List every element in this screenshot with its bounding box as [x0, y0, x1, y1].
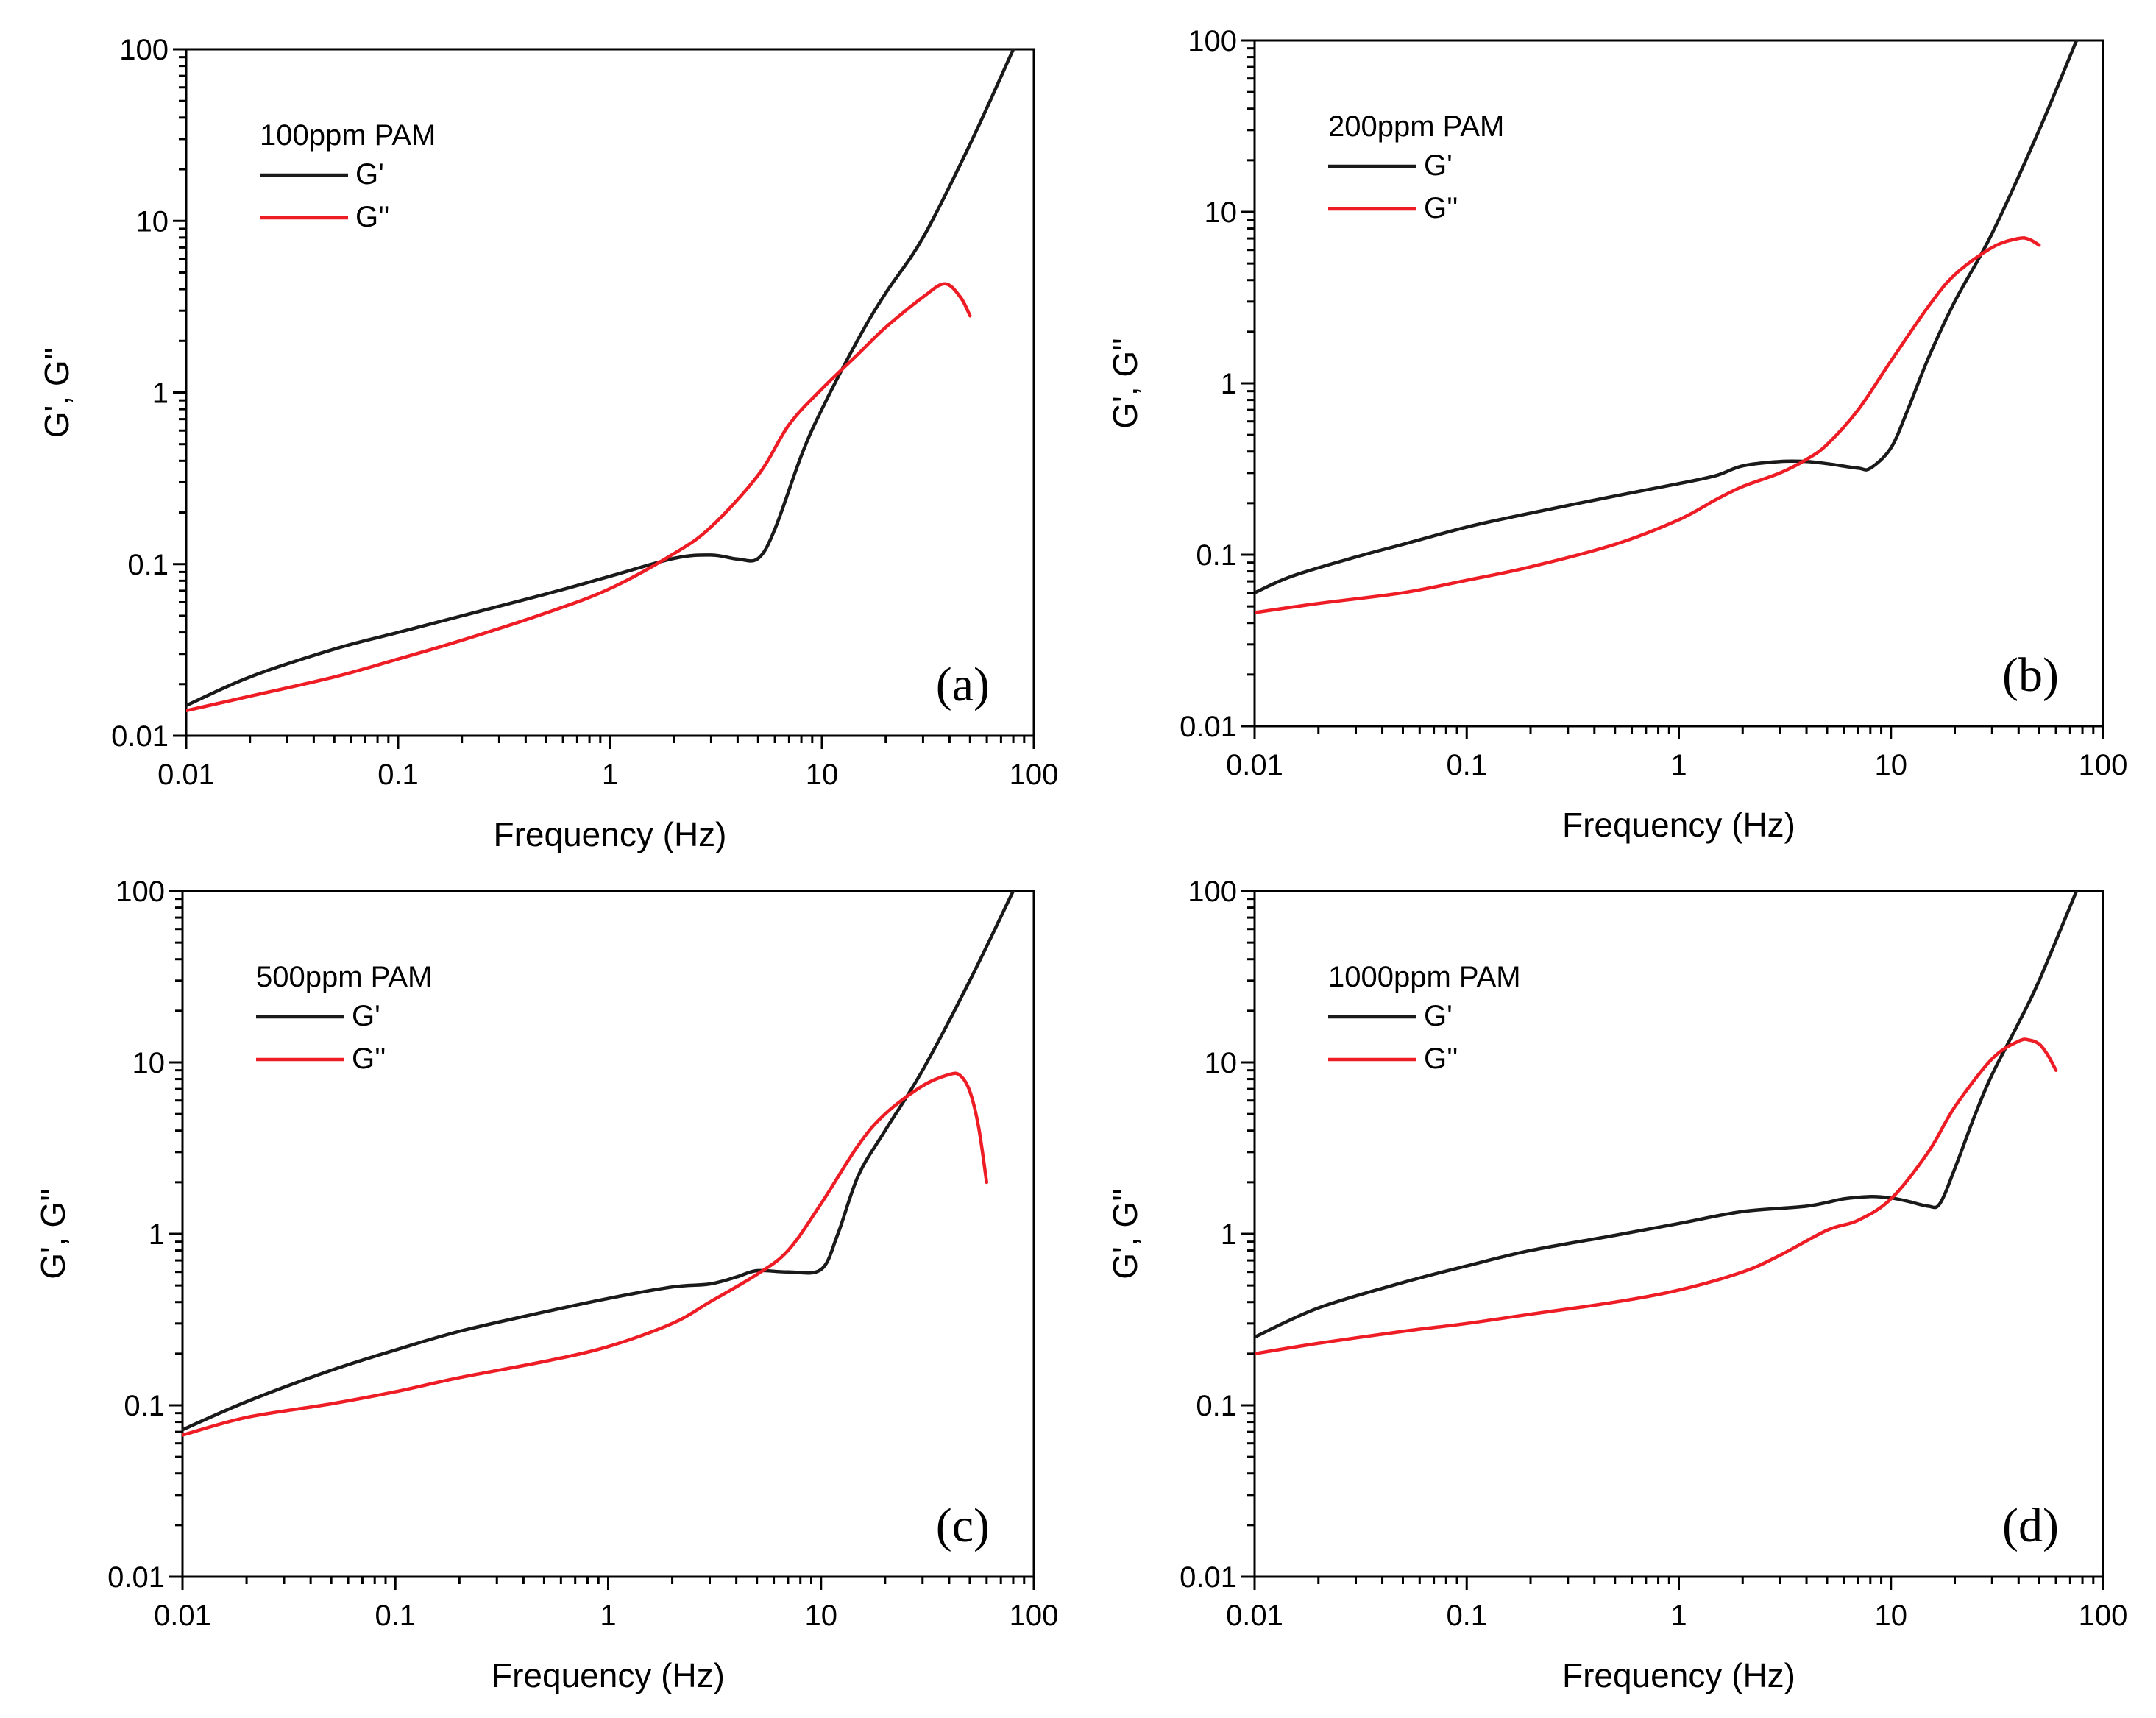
- x-axis-title: Frequency (Hz): [1562, 806, 1795, 844]
- y-tick-label: 0.01: [1180, 1561, 1237, 1594]
- y-tick-label: 10: [132, 1047, 166, 1079]
- x-tick-label: 100: [1010, 759, 1059, 791]
- x-tick-label: 10: [1875, 1600, 1908, 1632]
- legend-title: 200ppm PAM: [1328, 110, 1504, 143]
- x-tick-label: 10: [805, 1600, 838, 1632]
- chart-panel-4: 0.01 0.1 1 10 100 0.01 0.1 1 10 100 Frequency (Hz)…: [1106, 876, 2127, 1694]
- x-tick-label: 100: [2079, 1600, 2128, 1632]
- legend-label: G'': [352, 1043, 386, 1075]
- y-tick-label: 0.1: [1196, 1390, 1237, 1422]
- y-tick-label: 0.1: [1196, 539, 1237, 572]
- x-axis-title: Frequency (Hz): [1562, 1656, 1795, 1694]
- plot-frame: [185, 48, 1035, 737]
- plot-frame: [181, 890, 1035, 1578]
- x-tick-label: 100: [1010, 1600, 1059, 1632]
- x-tick-label: 0.1: [1446, 1600, 1487, 1632]
- x-tick-label: 0.1: [1446, 749, 1487, 781]
- legend-title: 100ppm PAM: [260, 119, 436, 152]
- y-tick-label: 100: [1188, 876, 1237, 908]
- series-g-prime-line: [182, 891, 1015, 1432]
- legend-label: G': [1424, 1000, 1453, 1032]
- chart-panel-3: 0.01 0.1 1 10 100 0.01 0.1 1 10 100 Frequency (Hz)…: [34, 876, 1058, 1694]
- x-tick-label: 0.01: [154, 1600, 211, 1632]
- x-axis-title: Frequency (Hz): [492, 1656, 725, 1694]
- legend-label: G'': [1424, 1043, 1458, 1075]
- y-tick-label: 100: [116, 876, 165, 908]
- x-tick-label: 10: [1875, 749, 1908, 781]
- series-g-prime-line: [186, 49, 1015, 708]
- y-axis-title: G', G'': [1106, 1188, 1144, 1279]
- panel-label: (c): [936, 1499, 990, 1552]
- x-tick-label: 0.1: [375, 1600, 416, 1632]
- x-tick-label: 10: [806, 759, 839, 791]
- x-tick-label: 100: [2079, 749, 2128, 781]
- legend-label: G': [352, 1000, 380, 1032]
- series-g-double-prime-line: [182, 1071, 989, 1437]
- y-tick-label: 10: [136, 205, 169, 238]
- x-tick-label: 1: [1670, 1600, 1687, 1632]
- x-tick-label: 0.01: [1226, 1600, 1283, 1632]
- x-tick-label: 1: [600, 1600, 616, 1632]
- x-tick-label: 0.01: [1226, 749, 1283, 781]
- legend-title: 1000ppm PAM: [1328, 961, 1521, 993]
- panel-label: (b): [2002, 648, 2059, 702]
- y-tick-label: 0.01: [111, 720, 169, 753]
- y-tick-label: 1: [152, 377, 169, 410]
- legend-label: G': [1424, 149, 1453, 182]
- plot-frame: [1253, 890, 2104, 1578]
- y-tick-label: 0.1: [124, 1390, 165, 1422]
- y-tick-label: 1: [149, 1218, 165, 1251]
- panel-label: (a): [936, 658, 990, 711]
- legend-label: G': [355, 158, 384, 191]
- y-tick-label: 10: [1205, 196, 1238, 229]
- x-tick-label: 0.01: [157, 759, 215, 791]
- legend-label: G'': [1424, 192, 1458, 224]
- series-g-double-prime-line: [1255, 236, 2041, 614]
- y-axis-title: G', G'': [38, 347, 76, 438]
- y-tick-label: 100: [1188, 25, 1237, 57]
- y-axis-title: G', G'': [34, 1188, 72, 1279]
- y-tick-label: 100: [119, 34, 169, 66]
- plot-frame: [1253, 39, 2104, 728]
- panel-label: (d): [2002, 1499, 2059, 1552]
- series-g-double-prime-line: [186, 282, 972, 713]
- series-g-double-prime-line: [1255, 1037, 2058, 1356]
- x-tick-label: 0.1: [377, 759, 419, 791]
- legend-label: G'': [355, 201, 389, 233]
- chart-panel-1: 0.01 0.1 1 10 100 0.01 0.1 1 10 100 Frequency (Hz)…: [38, 34, 1058, 853]
- legend-title: 500ppm PAM: [256, 961, 432, 993]
- y-tick-label: 0.01: [1180, 711, 1237, 743]
- y-tick-label: 10: [1205, 1047, 1238, 1079]
- y-tick-label: 1: [1221, 1218, 1237, 1251]
- chart-panel-2: 0.01 0.1 1 10 100 0.01 0.1 1 10 100 Frequency (Hz)…: [1106, 25, 2127, 844]
- x-tick-label: 1: [602, 759, 618, 791]
- series-g-prime-line: [1255, 40, 2079, 594]
- x-tick-label: 1: [1670, 749, 1687, 781]
- y-axis-title: G', G'': [1106, 338, 1144, 428]
- y-tick-label: 0.01: [107, 1561, 165, 1594]
- series-g-prime-line: [1255, 891, 2079, 1339]
- y-tick-label: 1: [1221, 368, 1237, 400]
- y-tick-label: 0.1: [127, 549, 169, 581]
- x-axis-title: Frequency (Hz): [494, 815, 727, 853]
